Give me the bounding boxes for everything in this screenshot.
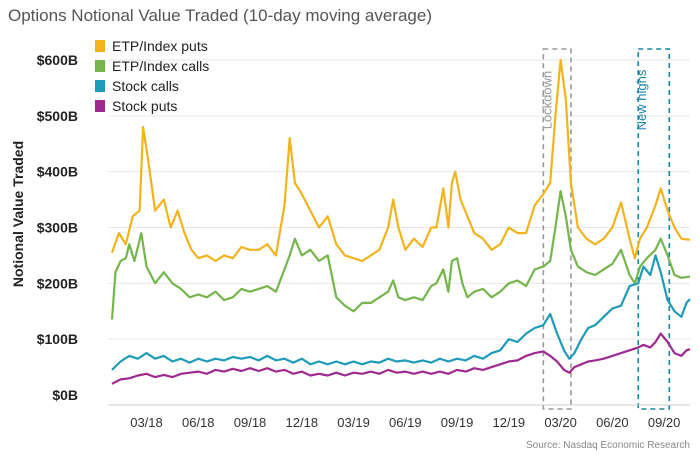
- legend: ETP/Index puts ETP/Index calls Stock calls…: [95, 38, 209, 114]
- series-line: [110, 58, 691, 263]
- annotation-layer: Lockdown New highs: [539, 48, 671, 410]
- annotation-box: [542, 48, 572, 410]
- x-tick-label: 06/18: [182, 415, 215, 430]
- legend-label: Stock calls: [112, 78, 179, 94]
- x-tick-label: 12/18: [286, 415, 319, 430]
- x-tick-label: 06/20: [596, 415, 629, 430]
- x-tick-label: 12/19: [493, 415, 526, 430]
- x-tick-label: 09/20: [648, 415, 681, 430]
- y-tick-label: $300B: [37, 220, 78, 236]
- y-tick-label: $600B: [37, 52, 78, 68]
- legend-swatch: [95, 40, 105, 52]
- source-note: Source: Nasdaq Economic Research: [526, 440, 690, 451]
- legend-label: ETP/Index calls: [112, 58, 209, 74]
- axis-layer: $0B $100B $200B $300B $400B $500B $600B 03/18 06…: [37, 52, 690, 430]
- x-tick-label: 03/19: [337, 415, 370, 430]
- legend-swatch: [95, 80, 105, 92]
- legend-label: ETP/Index puts: [112, 38, 208, 54]
- x-tick-label: 03/20: [544, 415, 577, 430]
- y-tick-label: $500B: [37, 108, 78, 124]
- chart-title: Options Notional Value Traded (10-day mo…: [8, 6, 432, 25]
- y-tick-label: $0B: [52, 387, 78, 403]
- x-tick-label: 09/18: [234, 415, 267, 430]
- x-tick-label: 06/19: [389, 415, 422, 430]
- y-tick-label: $400B: [37, 164, 78, 180]
- y-axis-label: Notional Value Traded: [10, 141, 26, 287]
- legend-label: Stock puts: [112, 98, 177, 114]
- y-tick-label: $100B: [37, 331, 78, 347]
- series-line: [110, 190, 691, 320]
- annotation-label: New highs: [634, 69, 649, 130]
- y-tick-label: $200B: [37, 275, 78, 291]
- x-tick-label: 03/18: [130, 415, 163, 430]
- annotation-box: [637, 48, 671, 410]
- x-tick-label: 09/19: [441, 415, 474, 430]
- series-line: [111, 254, 691, 371]
- annotation-label: Lockdown: [539, 71, 554, 130]
- legend-swatch: [95, 60, 105, 72]
- series-layer: [110, 58, 691, 385]
- series-line: [111, 332, 691, 385]
- legend-swatch: [95, 100, 105, 112]
